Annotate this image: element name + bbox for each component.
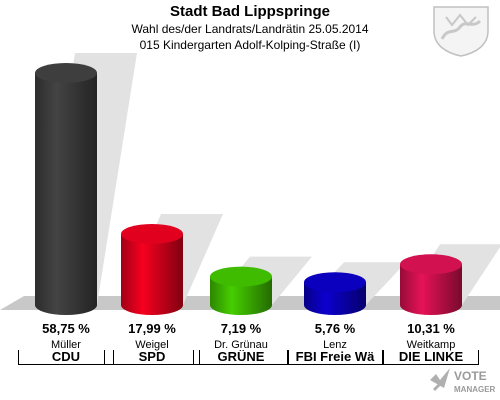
party-label: DIE LINKE — [383, 350, 479, 365]
svg-text:MANAGER: MANAGER — [454, 385, 496, 394]
value-label: 58,75 % — [42, 321, 90, 336]
bar-chart — [0, 52, 500, 315]
value-label: 5,76 % — [314, 321, 356, 336]
candidate-label: Weitkamp — [406, 339, 456, 351]
bar-top-cap — [35, 62, 97, 83]
bar-top-cap — [400, 254, 462, 275]
candidate-label: Dr. Grünau — [214, 339, 268, 351]
chart-subtitle: Wahl des/der Landrats/Landrätin 25.05.20… — [131, 22, 369, 36]
svg-text:VOTE: VOTE — [454, 369, 487, 383]
chart-title: Stadt Bad Lippspringe — [169, 3, 330, 20]
value-label: 10,31 % — [407, 321, 455, 336]
value-label: 17,99 % — [128, 321, 176, 336]
party-label: GRÜNE — [193, 350, 289, 365]
bar-cdu — [35, 72, 97, 315]
candidate-label: Lenz — [323, 339, 347, 351]
chart-subtitle-location: 015 Kindergarten Adolf-Kolping-Straße (I… — [139, 38, 361, 52]
bar-gr-ne — [210, 276, 272, 315]
coat-of-arms-icon — [433, 6, 489, 57]
value-label: 7,19 % — [220, 321, 262, 336]
party-label: CDU — [18, 350, 114, 365]
bar-top-cap — [121, 223, 183, 244]
candidate-label: Weigel — [135, 339, 169, 351]
vote-manager-logo: VOTE MANAGER — [430, 368, 496, 394]
bar-spd — [121, 233, 183, 315]
party-label: SPD — [104, 350, 200, 365]
bar-top-cap — [210, 266, 272, 287]
party-label: FBI Freie Wä — [287, 350, 383, 365]
bar-top-cap — [304, 272, 366, 293]
candidate-label: Müller — [51, 339, 81, 351]
bar-die-linke — [400, 264, 462, 315]
